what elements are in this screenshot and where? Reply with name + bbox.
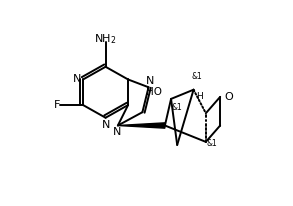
Text: HO: HO [146,87,162,97]
Text: &1: &1 [171,103,182,112]
Text: F: F [54,100,61,110]
Text: &1: &1 [207,139,217,148]
Text: H: H [196,92,203,101]
Polygon shape [118,123,165,128]
Text: O: O [224,92,233,102]
Text: N: N [145,76,154,86]
Text: &1: &1 [192,72,203,81]
Text: N: N [101,120,110,130]
Text: N: N [113,127,121,137]
Text: N: N [73,75,81,84]
Text: NH$_2$: NH$_2$ [94,32,117,46]
